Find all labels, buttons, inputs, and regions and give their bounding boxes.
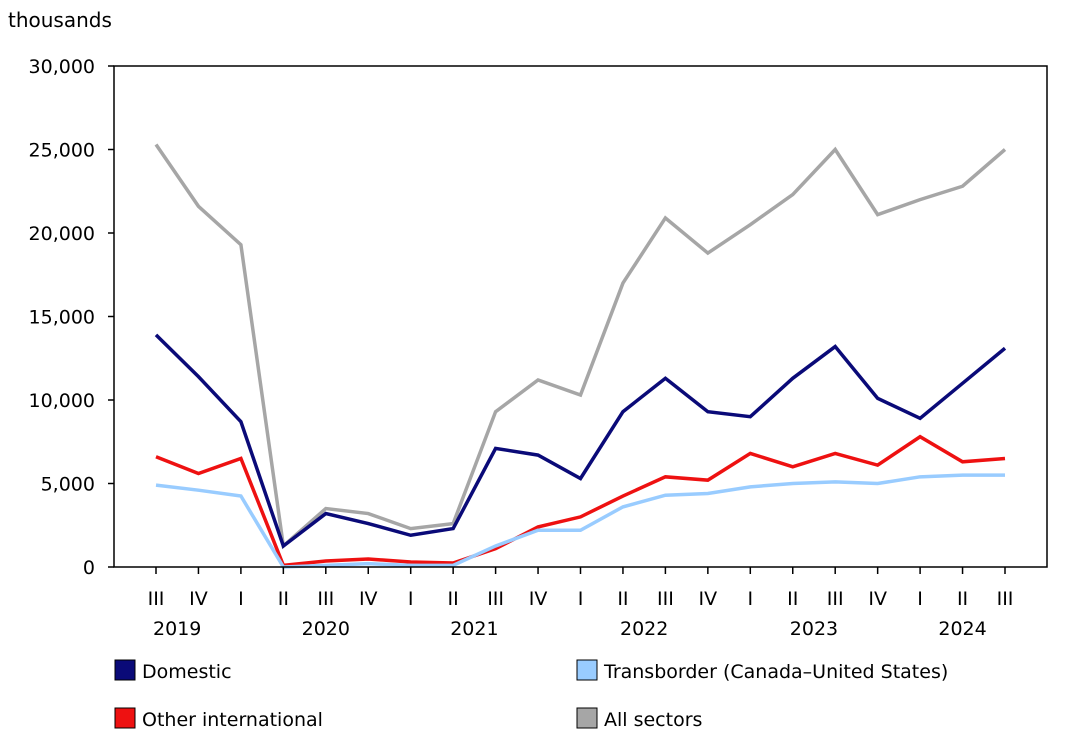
- legend-label: Transborder (Canada–United States): [603, 661, 948, 683]
- x-tick-label-quarter: II: [278, 588, 289, 610]
- series-line-all-sectors: [154, 143, 1007, 550]
- x-tick-label-quarter: I: [747, 588, 753, 610]
- x-tick-label-quarter: III: [487, 588, 504, 610]
- x-tick-label-quarter: IV: [189, 588, 208, 610]
- x-tick-label-quarter: III: [997, 588, 1014, 610]
- y-tick-label: 20,000: [29, 223, 95, 245]
- y-tick-label: 10,000: [29, 390, 95, 412]
- x-tick-label-quarter: IV: [529, 588, 548, 610]
- y-axis-label: thousands: [8, 8, 112, 32]
- x-tick-label-quarter: II: [617, 588, 628, 610]
- x-tick-label-year: 2020: [302, 618, 350, 640]
- x-tick-label-quarter: III: [148, 588, 165, 610]
- x-tick-label-year: 2022: [620, 618, 668, 640]
- x-tick-label-quarter: I: [408, 588, 414, 610]
- legend-label: All sectors: [604, 709, 702, 731]
- series-line-domestic: [154, 333, 1007, 549]
- series-line-transborder-canada-united-states-: [155, 473, 1005, 569]
- x-tick-label-year: 2019: [153, 618, 201, 640]
- legend-swatch: [576, 707, 598, 729]
- x-tick-label-quarter: IV: [699, 588, 718, 610]
- x-tick-label-quarter: II: [787, 588, 798, 610]
- x-tick-label-quarter: I: [917, 588, 923, 610]
- x-tick-label-quarter: II: [957, 588, 968, 610]
- legend-swatch: [114, 659, 136, 681]
- series-line-other-international: [155, 434, 1006, 568]
- y-tick-label: 30,000: [29, 56, 95, 78]
- y-tick-label: 25,000: [29, 140, 95, 162]
- x-tick-label-quarter: III: [317, 588, 334, 610]
- y-tick-label: 5,000: [41, 474, 95, 496]
- legend-swatch: [576, 659, 598, 681]
- x-tick-label-quarter: I: [578, 588, 584, 610]
- x-tick-label-quarter: IV: [868, 588, 887, 610]
- legend-swatch: [114, 707, 136, 729]
- x-tick-label-year: 2024: [938, 618, 986, 640]
- x-tick-label-quarter: I: [238, 588, 244, 610]
- y-tick-label: 0: [83, 557, 95, 579]
- y-tick-label: 15,000: [29, 307, 95, 329]
- x-tick-label-year: 2021: [450, 618, 498, 640]
- x-tick-label-year: 2023: [790, 618, 838, 640]
- x-tick-label-quarter: III: [827, 588, 844, 610]
- legend-label: Other international: [142, 709, 323, 731]
- x-tick-label-quarter: IV: [359, 588, 378, 610]
- x-tick-label-quarter: II: [448, 588, 459, 610]
- legend-label: Domestic: [142, 661, 232, 683]
- x-tick-label-quarter: III: [657, 588, 674, 610]
